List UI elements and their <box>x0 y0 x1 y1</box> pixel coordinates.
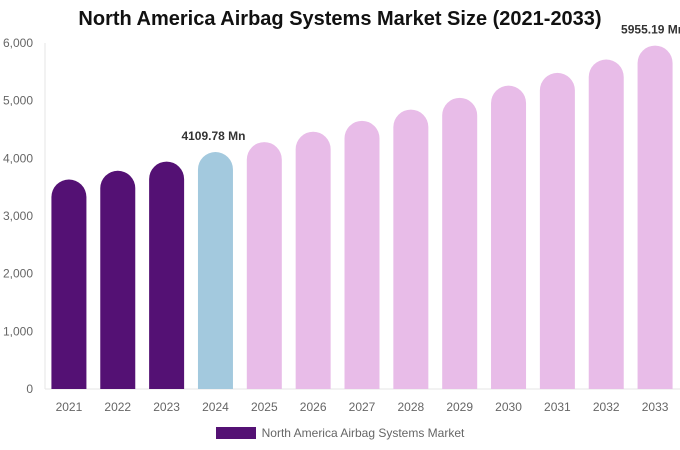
x-tick-label: 2023 <box>153 400 180 414</box>
legend: North America Airbag Systems Market <box>0 426 680 440</box>
data-label: 4109.78 Mn <box>181 129 245 143</box>
y-tick-label: 1,000 <box>3 324 33 338</box>
bar-2033 <box>637 45 673 389</box>
x-tick-label: 2028 <box>397 400 424 414</box>
x-tick-label: 2024 <box>202 400 229 414</box>
bar-2026 <box>295 131 331 389</box>
bar-2032 <box>588 59 624 390</box>
y-tick-label: 0 <box>26 382 33 396</box>
bar-2028 <box>393 109 429 389</box>
bar-2023 <box>149 161 185 389</box>
bar-2031 <box>539 72 575 389</box>
bar-2029 <box>442 97 478 390</box>
y-tick-label: 4,000 <box>3 151 33 165</box>
y-tick-label: 3,000 <box>3 209 33 223</box>
x-tick-label: 2029 <box>446 400 473 414</box>
legend-swatch <box>215 427 256 439</box>
x-tick-label: 2022 <box>104 400 131 414</box>
x-tick-label: 2033 <box>642 400 669 414</box>
y-tick-label: 5,000 <box>3 94 33 108</box>
x-tick-label: 2030 <box>495 400 522 414</box>
y-tick-label: 2,000 <box>3 267 33 281</box>
x-tick-label: 2027 <box>349 400 376 414</box>
chart-title: North America Airbag Systems Market Size… <box>78 8 602 30</box>
x-tick-label: 2026 <box>300 400 327 414</box>
x-tick-label: 2031 <box>544 400 571 414</box>
x-tick-label: 2025 <box>251 400 278 414</box>
x-tick-label: 2032 <box>593 400 620 414</box>
x-tick-label: 2021 <box>56 400 83 414</box>
bar-2030 <box>491 85 527 390</box>
y-tick-label: 6,000 <box>3 36 33 50</box>
bar-2024 <box>197 152 233 389</box>
legend-label: North America Airbag Systems Market <box>261 426 465 440</box>
bar-2021 <box>51 179 87 389</box>
bar-2027 <box>344 120 380 389</box>
data-label: 5955.19 Mn <box>621 23 680 37</box>
bar-2025 <box>246 142 282 389</box>
bar-2022 <box>100 170 136 389</box>
